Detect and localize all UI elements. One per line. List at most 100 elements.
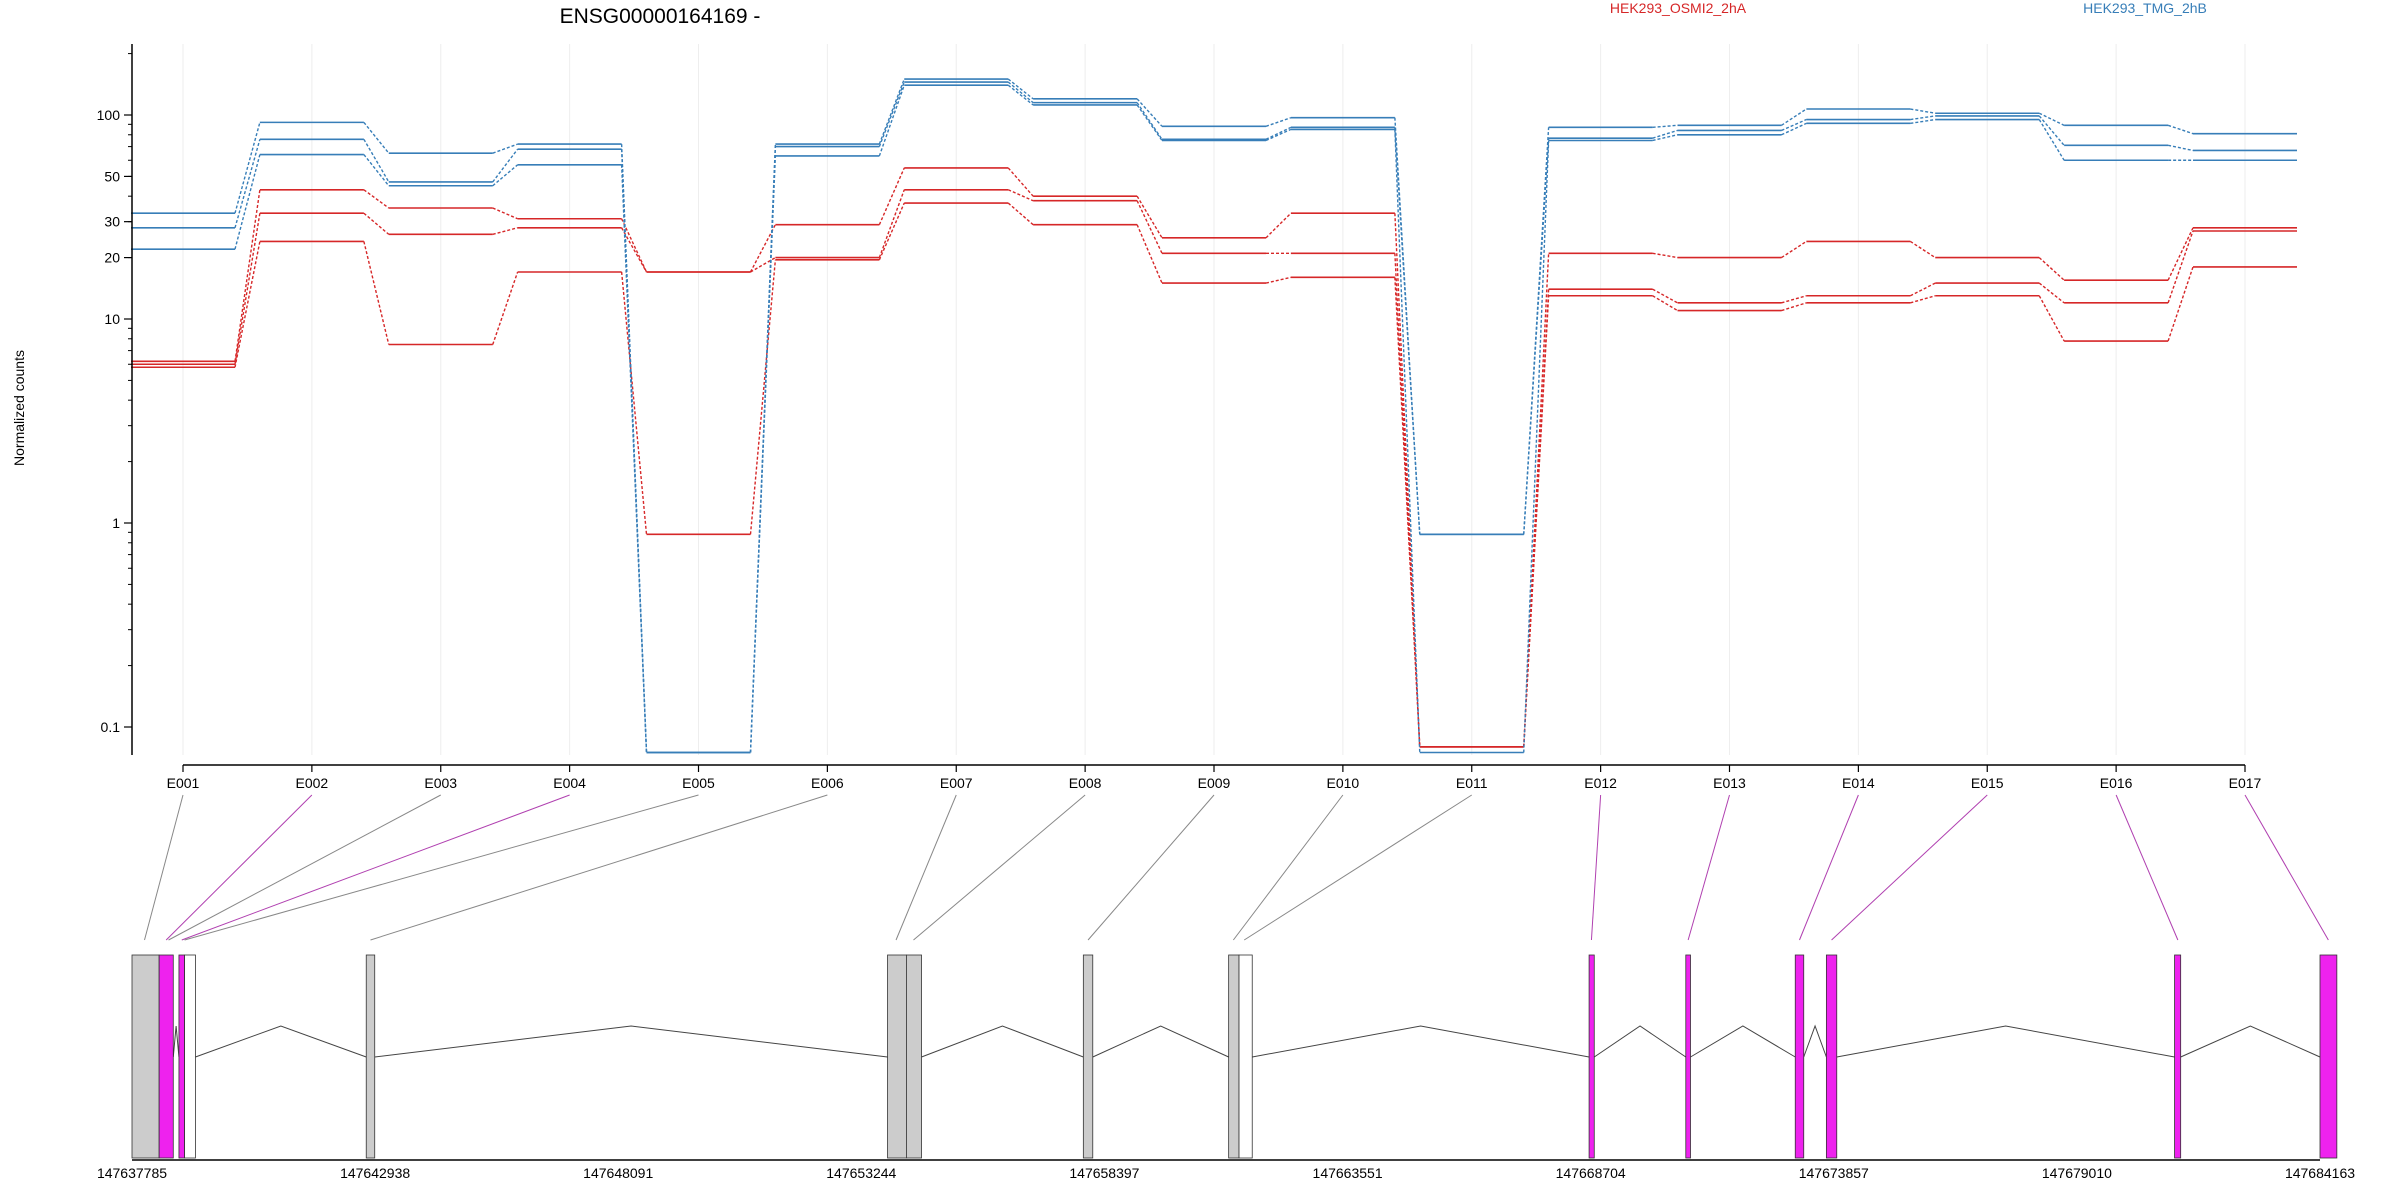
exon-block-9 xyxy=(1228,954,1240,1159)
y-tick-label-5: 50 xyxy=(104,168,120,184)
series-5-connector-3 xyxy=(492,148,519,183)
series-5-connector-2 xyxy=(363,138,390,183)
series-2-connector-5 xyxy=(750,256,776,273)
y-tick-label-6: 100 xyxy=(97,107,121,123)
series-4-connector-3 xyxy=(492,143,518,154)
exon-block-1 xyxy=(131,954,160,1159)
x-tick-label-e008: E008 xyxy=(1069,775,1102,791)
exon-block-2 xyxy=(158,954,174,1159)
coordinate-label-5: 147663551 xyxy=(1313,1165,1383,1181)
exon-link-e004 xyxy=(181,794,570,941)
series-1-connector-5 xyxy=(749,224,776,273)
series-3-connector-16 xyxy=(2167,266,2194,342)
series-5-connector-8 xyxy=(1136,102,1163,140)
series-5-connector-13 xyxy=(1781,118,1807,132)
exon-link-e010 xyxy=(1232,794,1344,941)
series-lines xyxy=(131,78,2297,754)
series-6-connector-11 xyxy=(1523,140,1550,753)
series-6-connector-3 xyxy=(492,164,519,187)
series-6-connector-2 xyxy=(363,154,390,187)
coordinate-label-6: 147668704 xyxy=(1556,1165,1626,1181)
series-6-connector-7 xyxy=(1007,84,1034,106)
exon-block-3 xyxy=(178,954,186,1159)
series-3-connector-9 xyxy=(1265,276,1292,284)
series-4-connector-6 xyxy=(878,78,905,145)
y-tick-label-2: 10 xyxy=(104,311,120,327)
x-axis: E001 E002 E003 E004 E005 E006 E007 E008 E009 E010… xyxy=(167,764,2262,791)
series-6-connector-14 xyxy=(1910,118,1936,125)
exon-block-11 xyxy=(1588,954,1595,1159)
series-5-connector-16 xyxy=(2167,144,2194,152)
series-5-connector-12 xyxy=(1652,129,1678,139)
intron-1 xyxy=(172,1025,180,1058)
series-5-connector-14 xyxy=(1910,115,1936,121)
series-4-connector-14 xyxy=(1910,108,1936,114)
series-2-connector-8 xyxy=(1136,200,1163,254)
exon-link-e013 xyxy=(1687,794,1730,941)
coordinate-label-3: 147653244 xyxy=(826,1165,896,1181)
intron-7 xyxy=(1593,1025,1687,1058)
x-tick-label-e015: E015 xyxy=(1971,775,2004,791)
series-2-connector-3 xyxy=(492,227,518,236)
series-3-connector-1 xyxy=(234,241,261,368)
coordinate-label-7: 147673857 xyxy=(1799,1165,1869,1181)
coordinate-label-0: 147637785 xyxy=(97,1165,167,1181)
series-1-connector-12 xyxy=(1652,252,1678,259)
series-4-connector-7 xyxy=(1007,78,1034,100)
series-4-connector-12 xyxy=(1652,124,1678,129)
series-1-connector-8 xyxy=(1136,195,1163,239)
y-tick-label-4: 30 xyxy=(104,214,120,230)
x-tick-label-e002: E002 xyxy=(296,775,329,791)
series-1-connector-16 xyxy=(2167,227,2194,281)
series-2-connector-16 xyxy=(2167,230,2194,304)
y-tick-label-0: 0.1 xyxy=(101,719,121,735)
intron-3 xyxy=(374,1025,888,1058)
series-4-connector-9 xyxy=(1265,117,1292,127)
series-3-connector-5 xyxy=(749,259,777,535)
y-tick-label-1: 1 xyxy=(112,515,120,531)
exon-block-16 xyxy=(2319,954,2338,1159)
intron-9 xyxy=(1803,1024,1827,1058)
series-6-connector-10 xyxy=(1394,129,1421,753)
x-tick-label-e001: E001 xyxy=(167,775,200,791)
series-5-connector-10 xyxy=(1394,127,1421,535)
exon-block-4 xyxy=(184,954,196,1159)
intron-5 xyxy=(1092,1025,1229,1058)
series-1-connector-14 xyxy=(1909,240,1936,259)
x-tick-label-e004: E004 xyxy=(553,775,586,791)
exon-block-14 xyxy=(1825,954,1838,1159)
series-2-connector-1 xyxy=(234,213,261,365)
x-tick-label-e011: E011 xyxy=(1456,775,1488,791)
series-6-connector-9 xyxy=(1265,128,1292,142)
exon-link-e003 xyxy=(168,794,441,941)
exon-block-15 xyxy=(2174,954,2182,1159)
series-1-connector-9 xyxy=(1265,212,1292,239)
series-6-connector-12 xyxy=(1652,134,1678,142)
x-tick-label-e007: E007 xyxy=(940,775,973,791)
x-tick-label-e017: E017 xyxy=(2229,775,2262,791)
series-2-connector-7 xyxy=(1007,189,1034,202)
exon-block-8 xyxy=(1082,954,1094,1159)
series-3-connector-6 xyxy=(878,202,905,261)
exon-block-7 xyxy=(906,954,922,1159)
series-4-connector-8 xyxy=(1136,98,1163,127)
coordinate-axis: 147637785 147642938 147648091 147653244 1476… xyxy=(97,1159,2355,1181)
series-4-connector-1 xyxy=(234,122,261,214)
series-1-connector-2 xyxy=(363,189,390,209)
x-tick-label-e014: E014 xyxy=(1842,775,1875,791)
series-4-connector-2 xyxy=(363,121,390,154)
series-5-connector-9 xyxy=(1265,126,1292,140)
coordinate-label-4: 147658397 xyxy=(1069,1165,1139,1181)
intron-8 xyxy=(1690,1025,1796,1058)
x-tick-label-e010: E010 xyxy=(1327,775,1360,791)
series-3-connector-15 xyxy=(2038,295,2065,342)
legend-entry-osmi2: HEK293_OSMI2_2hA xyxy=(1610,0,1747,16)
exon-link-e007 xyxy=(895,794,957,941)
coordinate-label-1: 147642938 xyxy=(340,1165,410,1181)
series-2-connector-13 xyxy=(1781,295,1807,304)
series-6-connector-15 xyxy=(2038,119,2065,161)
series-3-connector-2 xyxy=(363,241,390,345)
x-tick-label-e005: E005 xyxy=(682,775,715,791)
x-tick-label-e009: E009 xyxy=(1198,775,1231,791)
series-6-connector-1 xyxy=(234,154,261,250)
